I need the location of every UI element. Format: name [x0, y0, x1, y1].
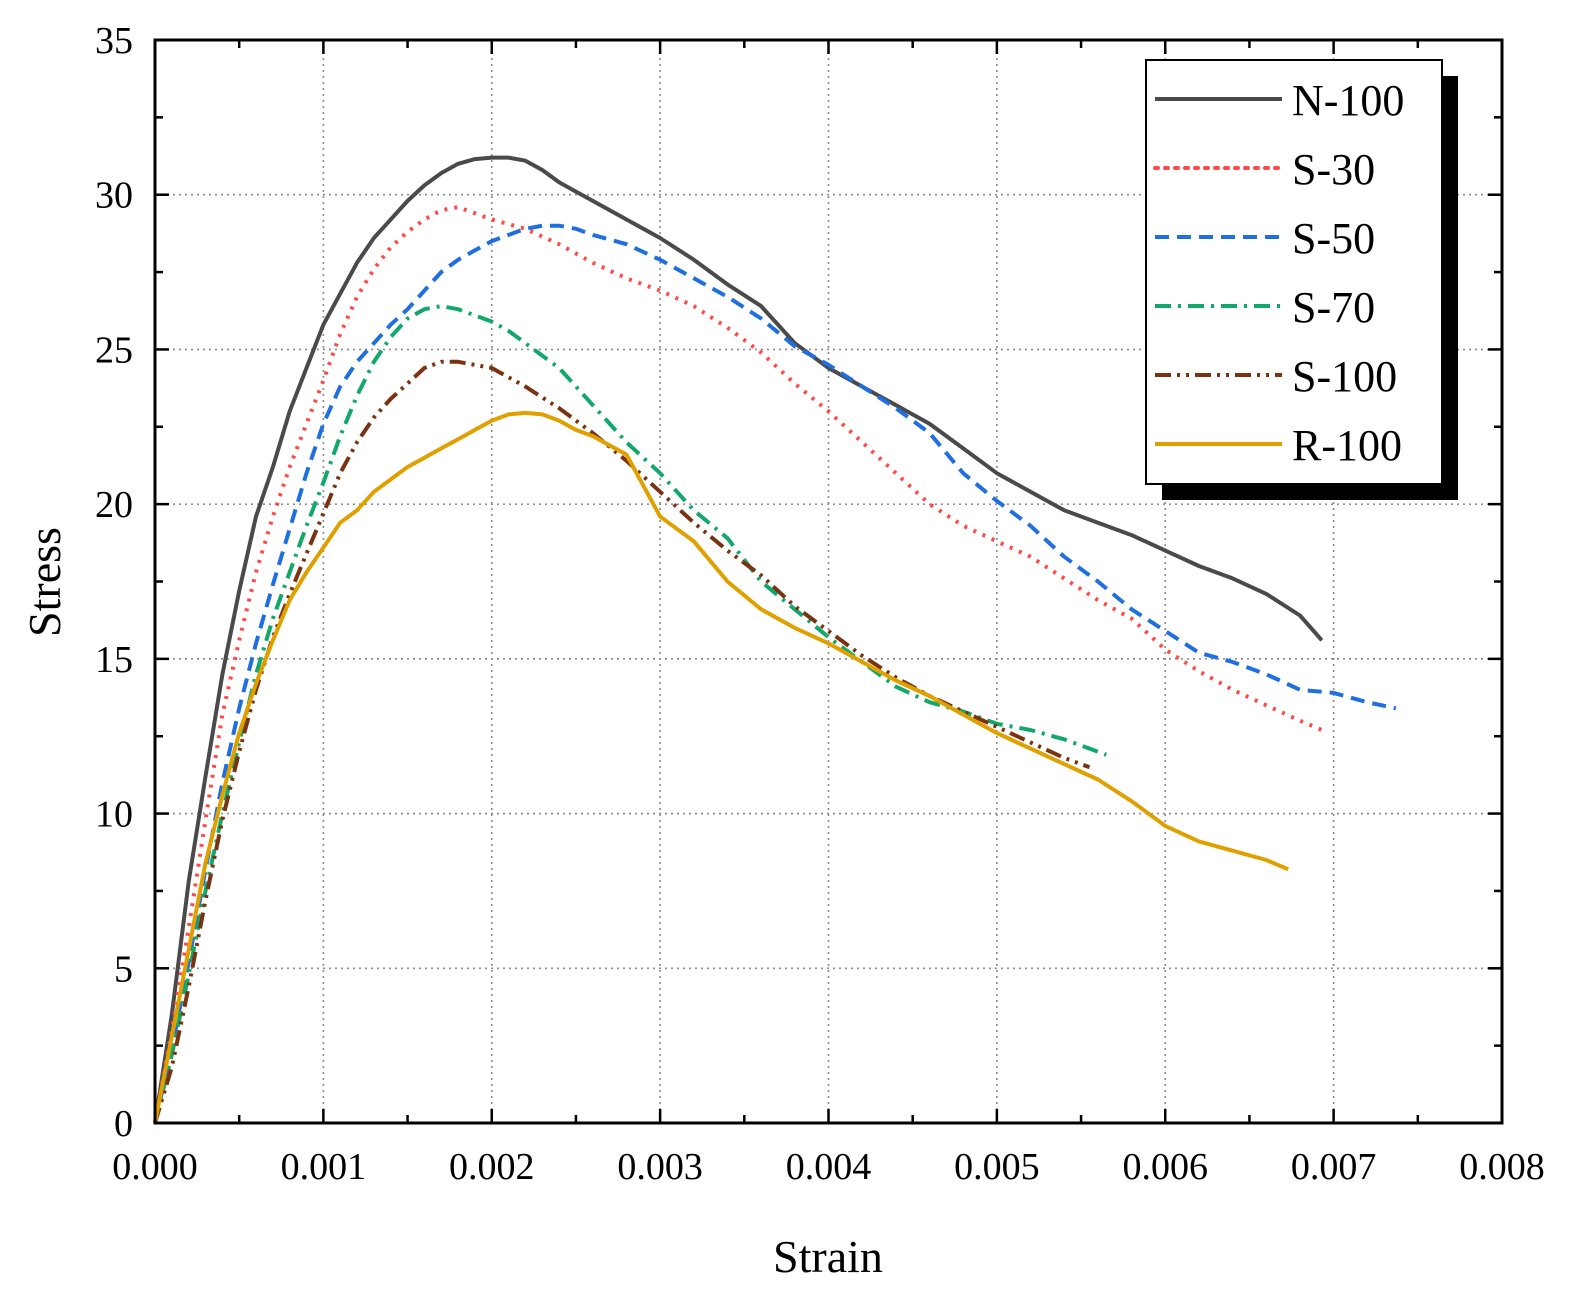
ticks — [153, 38, 1504, 1125]
x-tick-label: 0.007 — [1291, 1146, 1377, 1188]
series-line-r-100 — [153, 410, 1289, 1124]
legend-item-s-50: S-50 — [1155, 214, 1375, 263]
series-line-s-30 — [153, 205, 1323, 1124]
x-tick-label: 0.002 — [449, 1146, 535, 1188]
legend-label: S-70 — [1292, 283, 1375, 332]
series-line-s-70 — [153, 304, 1107, 1124]
y-tick-label: 10 — [95, 794, 133, 836]
legend-label: S-30 — [1292, 145, 1375, 194]
x-tick-label: 0.004 — [786, 1146, 872, 1188]
legend-item-n-100: N-100 — [1155, 76, 1404, 125]
tick-labels: 0.000 0.001 0.002 0.003 0.004 0.005 0.006 0.007… — [95, 20, 1545, 1188]
legend-item-s-30: S-30 — [1153, 145, 1375, 194]
y-tick-label: 35 — [95, 20, 133, 62]
x-tick-label: 0.003 — [617, 1146, 703, 1188]
y-tick-label: 15 — [95, 639, 133, 681]
x-tick-label: 0.008 — [1459, 1146, 1545, 1188]
y-tick-label: 5 — [114, 948, 133, 990]
y-tick-label: 20 — [95, 484, 133, 526]
x-tick-label: 0.005 — [954, 1146, 1040, 1188]
legend-label: R-100 — [1292, 421, 1402, 470]
y-tick-label: 30 — [95, 175, 133, 217]
legend-label: N-100 — [1292, 76, 1404, 125]
series-layer — [153, 155, 1397, 1124]
legend-label: S-100 — [1292, 352, 1397, 401]
x-tick-label: 0.000 — [112, 1146, 198, 1188]
series-line-s-50 — [153, 223, 1397, 1124]
legend-item-s-100: S-100 — [1155, 352, 1397, 401]
x-axis-title: Strain — [773, 1231, 883, 1282]
legend-label: S-50 — [1292, 214, 1375, 263]
legend-item-s-70: S-70 — [1155, 283, 1375, 332]
grid — [155, 40, 1502, 1123]
legend-items: N-100 S-30 S-50 S-70 S-100 R-100 — [1153, 76, 1404, 470]
x-tick-label: 0.006 — [1123, 1146, 1209, 1188]
legend-item-r-100: R-100 — [1155, 421, 1402, 470]
x-tick-label: 0.001 — [281, 1146, 367, 1188]
y-axis-title: Stress — [19, 527, 70, 637]
y-tick-label: 0 — [114, 1103, 133, 1145]
legend: N-100 S-30 S-50 S-70 S-100 R-100 — [1145, 59, 1458, 500]
legend-box — [1145, 59, 1443, 485]
y-tick-label: 25 — [95, 329, 133, 371]
series-line-n-100 — [153, 155, 1324, 1124]
